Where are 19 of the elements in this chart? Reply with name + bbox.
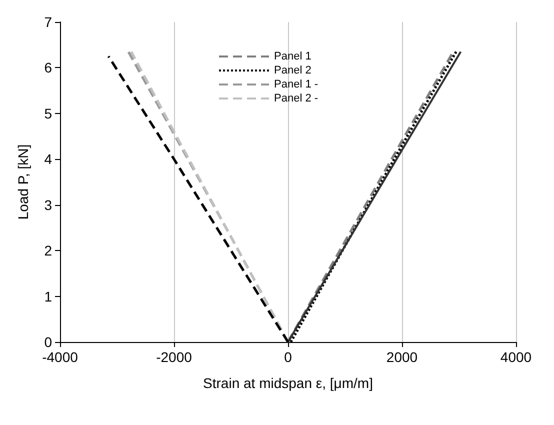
y-tick-label: 3 bbox=[44, 196, 52, 213]
y-tick-label: 4 bbox=[44, 151, 52, 168]
x-tick-label: 4000 bbox=[500, 349, 532, 365]
y-tick-label: 7 bbox=[44, 14, 52, 30]
legend-label: Panel 2 bbox=[274, 64, 312, 76]
y-tick-label: 0 bbox=[44, 334, 52, 350]
x-axis-title: Strain at midspan ε, [μm/m] bbox=[203, 375, 373, 391]
y-tick-label: 1 bbox=[44, 288, 52, 304]
y-axis-title: Load P, [kN] bbox=[15, 144, 31, 220]
y-tick-label: 6 bbox=[44, 60, 52, 76]
legend-label: Panel 1 - bbox=[274, 78, 318, 90]
y-tick-label: 5 bbox=[44, 105, 52, 122]
legend-label: Panel 1 bbox=[274, 50, 312, 62]
x-tick-label: -2000 bbox=[156, 349, 192, 365]
y-tick-label: 2 bbox=[44, 242, 52, 259]
x-tick-label: 0 bbox=[284, 349, 292, 365]
x-tick-label: 2000 bbox=[386, 349, 418, 365]
x-tick-label: -4000 bbox=[42, 349, 78, 365]
legend-label: Panel 2 - bbox=[274, 92, 318, 104]
